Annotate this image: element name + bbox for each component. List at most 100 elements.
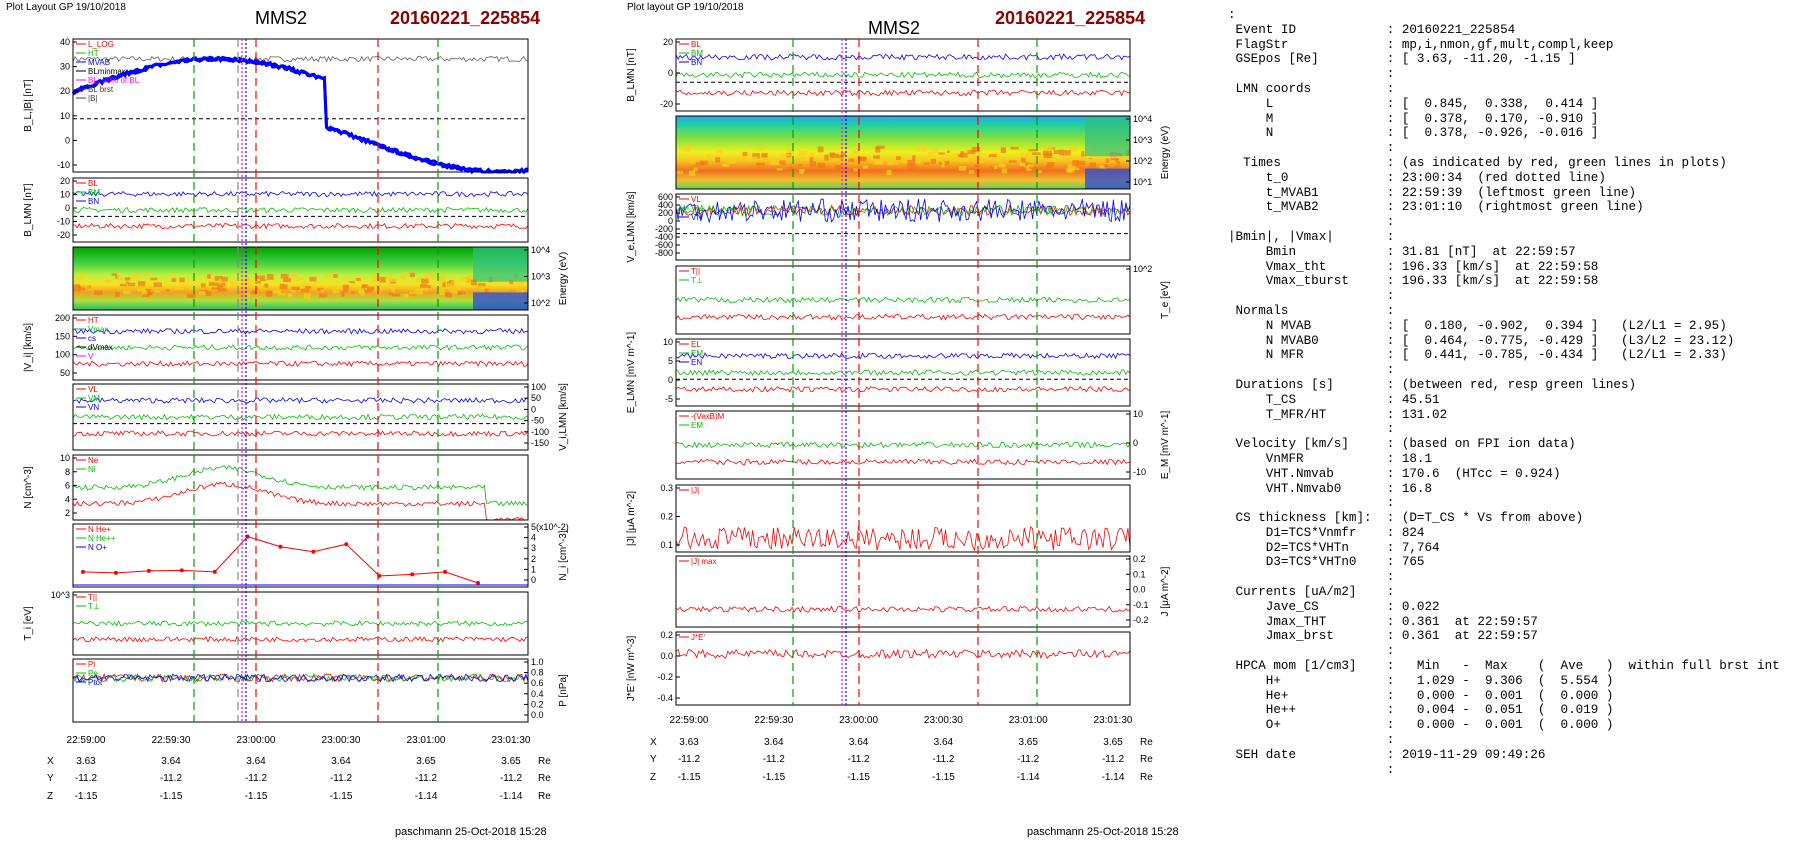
info-line: : — [1228, 289, 1395, 304]
spectrogram-cell — [282, 284, 288, 290]
spectrogram-cell — [289, 274, 296, 277]
spectrogram-cell — [824, 154, 829, 161]
legend-entry: EM — [691, 421, 703, 430]
middle-plot-header: Plot layout GP 19/10/2018 — [627, 2, 744, 13]
panel-frame — [72, 383, 529, 451]
spectrogram-cell — [189, 286, 195, 290]
left-footer: paschmann 25-Oct-2018 15:28 — [395, 826, 547, 838]
spectrogram-cell — [320, 289, 325, 293]
panel-frame — [675, 555, 1131, 628]
spectrogram-cell — [414, 288, 423, 295]
legend-entry: L_LOG — [88, 40, 114, 49]
spectrogram-cell — [437, 288, 442, 295]
spectrogram-cell — [1020, 163, 1026, 167]
spectrogram-cell — [457, 291, 466, 295]
legend-entry: Vmax — [88, 325, 108, 334]
ephemeris-value: -1.15 — [932, 772, 955, 783]
spectrogram-cell — [419, 284, 427, 288]
y-tick-label: 100 — [55, 350, 70, 360]
spectrogram-cell — [291, 286, 300, 291]
y-tick-label: 0.2 — [1133, 554, 1146, 564]
series-line — [72, 635, 529, 643]
series-line — [675, 385, 1131, 393]
spectrogram-cell — [438, 274, 446, 281]
spectrogram-cell — [447, 286, 452, 290]
spectrogram-cell — [1059, 149, 1064, 156]
info-line: Vmax_tht : 196.33 [km/s] at 22:59:58 — [1228, 259, 1599, 274]
spectrogram-cell — [990, 166, 995, 169]
spectrogram-cell — [246, 284, 252, 288]
spectrogram-cell — [932, 148, 938, 153]
spectrogram-cell — [301, 282, 310, 285]
panel-frame — [675, 193, 1131, 261]
spectrogram-cell — [127, 282, 136, 287]
series-line — [72, 344, 529, 352]
legend-entry: BN — [691, 58, 702, 67]
y-tick-label: 0.8 — [531, 668, 544, 678]
panel-8: T||T⊥ 10^3 T_i [eV] — [23, 590, 529, 656]
info-line: : — [1228, 67, 1395, 82]
y-tick-label: 0.2 — [660, 512, 673, 522]
spectrogram-cell — [960, 152, 968, 158]
spectrogram-cell — [951, 169, 956, 172]
spectrogram-cell — [367, 286, 374, 290]
series-line — [72, 360, 529, 368]
spectrogram-cell — [968, 170, 975, 174]
spectrogram-cell — [1066, 168, 1072, 173]
spectrogram-cell — [319, 293, 328, 298]
spectrogram-cell — [230, 281, 234, 284]
spectrogram-cell — [716, 154, 721, 159]
spectrogram-cell — [207, 274, 211, 279]
legend-entry: MVAB — [88, 58, 110, 67]
spectrogram-cell — [311, 283, 316, 286]
y-tick-label: 0.4 — [531, 689, 544, 699]
legend-entry: N He+ — [88, 525, 111, 534]
y-tick-label: 0.6 — [531, 678, 544, 688]
ephemeris-value: -1.15 — [762, 772, 785, 783]
spectrogram-cell — [349, 281, 355, 284]
spectrogram-cell — [728, 159, 737, 164]
spectrogram-cell — [153, 286, 159, 289]
spectrogram-cell — [1067, 164, 1076, 170]
ephemeris-value: 3.65 — [416, 756, 436, 767]
legend-entry: |J| — [691, 486, 699, 495]
ephemeris-value: -1.14 — [415, 791, 438, 802]
spectrogram-cell — [702, 158, 709, 161]
legend-entry: BL — [88, 179, 98, 188]
info-line: t_MVAB2 : 23:01:10 (rightmost green line… — [1228, 200, 1644, 215]
spectrogram-cell — [142, 294, 150, 298]
y-axis-label: T_e [eV] — [1160, 281, 1171, 319]
middle-footer: paschmann 25-Oct-2018 15:28 — [1027, 826, 1179, 838]
y-tick-label: 0.2 — [531, 699, 544, 709]
series-line — [675, 352, 1131, 360]
y-axis-label: V_e,LMN [km/s] — [626, 191, 637, 262]
spectrogram-cell — [94, 290, 103, 295]
info-line: GSEpos [Re] : [ 3.63, -11.20, -1.15 ] — [1228, 52, 1576, 67]
info-line: : — [1228, 570, 1395, 585]
spectrogram-cell — [837, 145, 843, 149]
spectrogram-cell — [245, 292, 250, 298]
spectrogram-cell — [873, 155, 880, 159]
spectrogram-cell — [169, 273, 176, 277]
spectrogram-cell — [457, 291, 462, 296]
y-tick-label: -200 — [655, 224, 673, 234]
info-line: : — [1228, 363, 1395, 378]
info-line: D3=TCS*VHTn0 : 765 — [1228, 555, 1425, 570]
spectrogram-cell — [1021, 157, 1026, 163]
ephemeris-unit: Re — [538, 773, 551, 784]
spectrogram-cell — [385, 275, 393, 281]
spectrogram-cell — [242, 280, 252, 286]
panel-frame — [72, 591, 529, 656]
spectrogram-cell — [138, 281, 146, 288]
spectrogram-cell — [809, 152, 815, 158]
spectrogram-cell — [798, 150, 808, 155]
legend-entry: V — [88, 352, 94, 361]
y-tick-label: -0.2 — [1133, 615, 1149, 625]
info-line: : — [1228, 496, 1395, 511]
series-line — [82, 536, 479, 584]
ephemeris-row-name: Y — [650, 754, 657, 765]
spectrogram-cell — [716, 150, 723, 154]
panel-9: J*E' 0.2 0.0 -0.2 -0.4 J*E' [nW m^-3] — [626, 630, 1131, 706]
spectrogram-cell — [974, 164, 981, 168]
